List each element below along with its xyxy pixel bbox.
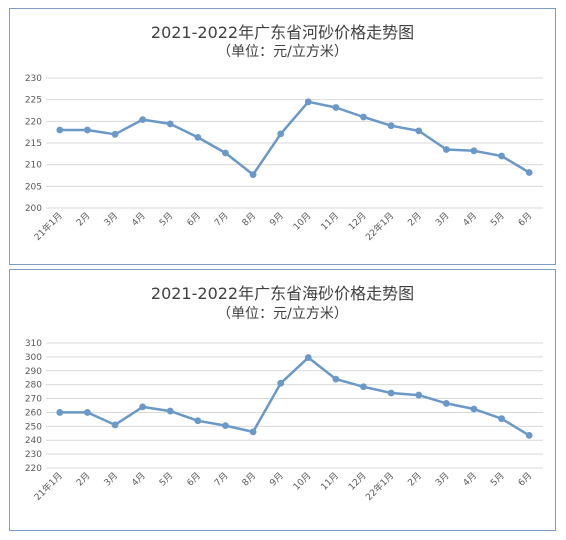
data-point: [470, 405, 478, 413]
y-tick-label: 260: [25, 408, 42, 418]
chart-subtitle: （单位：元/立方米）: [217, 44, 348, 60]
x-tick-label: 5月: [157, 470, 175, 488]
data-point: [525, 431, 533, 439]
x-tick-label: 4月: [130, 210, 148, 228]
x-tick-label: 9月: [268, 470, 286, 488]
x-tick-label: 6月: [185, 470, 203, 488]
x-tick-label: 12月: [346, 210, 368, 232]
data-point: [56, 126, 64, 134]
x-tick-label: 9月: [268, 210, 286, 228]
x-tick-label: 5月: [489, 470, 507, 488]
data-point: [360, 113, 367, 121]
y-tick-label: 220: [25, 464, 42, 474]
y-tick-label: 230: [25, 450, 42, 460]
x-tick-label: 3月: [102, 210, 120, 228]
x-tick-label: 6月: [185, 210, 203, 228]
x-tick-label: 4月: [130, 470, 148, 488]
river-sand-line-chart: 200 205 210 215 220 225 230 21年1月 2月 3月 4月 5月 6月 7月 8月…: [25, 74, 543, 243]
data-point: [249, 171, 257, 179]
data-point: [139, 116, 147, 123]
y-tick-label: 290: [25, 367, 42, 377]
x-tick-label: 7月: [212, 210, 230, 228]
data-point: [442, 146, 450, 153]
x-tick-label: 5月: [157, 210, 175, 228]
x-tick-label: 12月: [346, 470, 368, 492]
y-tick-label: 225: [25, 96, 42, 106]
data-point: [277, 379, 285, 387]
data-point: [332, 104, 340, 111]
x-tick-label: 11月: [319, 210, 341, 232]
y-tick-label: 210: [25, 161, 42, 171]
y-tick-label: 215: [25, 139, 42, 149]
data-point: [139, 403, 147, 411]
y-tick-label: 205: [25, 182, 42, 192]
x-tick-label: 5月: [489, 210, 507, 228]
y-tick-label: 240: [25, 436, 42, 446]
data-point: [470, 147, 478, 155]
data-point: [498, 152, 505, 160]
data-point: [194, 417, 202, 425]
series-line: [59, 356, 530, 437]
x-tick-label: 6月: [516, 210, 534, 228]
x-tick-label: 22年1月: [363, 210, 396, 243]
data-point: [304, 354, 312, 361]
y-tick-label: 220: [25, 117, 42, 127]
data-point: [84, 409, 91, 416]
x-tick-label: 21年1月: [32, 210, 65, 243]
series-line: [59, 100, 530, 176]
x-tick-label: 6月: [516, 470, 534, 488]
data-point: [166, 407, 174, 415]
data-point: [415, 391, 423, 399]
data-point: [111, 130, 119, 138]
y-tick-label: 270: [25, 395, 42, 405]
chart-subtitle: （单位：元/立方米）: [217, 306, 348, 322]
x-tick-label: 11月: [319, 470, 341, 492]
data-point: [415, 127, 423, 135]
x-tick-label: 22年1月: [363, 470, 396, 503]
data-point: [332, 375, 340, 383]
x-tick-label: 3月: [433, 470, 451, 488]
data-point: [304, 98, 312, 106]
data-point: [387, 389, 395, 397]
y-tick-label: 230: [25, 74, 42, 84]
chart-title: 2021-2022年广东省海砂价格走势图: [150, 284, 415, 303]
data-point: [498, 415, 505, 423]
x-tick-label: 21年1月: [32, 470, 65, 503]
x-tick-label: 4月: [461, 210, 479, 228]
data-point: [387, 122, 395, 130]
x-tick-label: 8月: [240, 210, 258, 228]
x-tick-label: 10月: [291, 210, 313, 232]
sea-sand-line-chart: 220 230 240 250 260 270 280 290 300 310 21年1月 2月 3月 4…: [25, 339, 543, 503]
data-point: [360, 383, 367, 391]
y-tick-label: 250: [25, 422, 42, 432]
x-tick-label: 2月: [74, 470, 92, 488]
x-tick-label: 2月: [406, 210, 424, 228]
data-point: [525, 169, 533, 176]
y-tick-label: 310: [25, 339, 42, 349]
data-point: [277, 130, 285, 138]
data-point: [249, 428, 257, 436]
x-tick-label: 3月: [102, 470, 120, 488]
data-point: [56, 409, 64, 416]
y-tick-label: 200: [25, 204, 42, 214]
river-sand-chart-panel: 2021-2022年广东省河砂价格走势图 （单位：元/立方米） 200 205 21…: [9, 8, 556, 265]
data-point: [194, 133, 202, 141]
sea-sand-chart-panel: 2021-2022年广东省海砂价格走势图 （单位：元/立方米） 220 230 24…: [9, 269, 556, 531]
data-point: [166, 120, 174, 128]
x-tick-label: 10月: [291, 470, 313, 492]
data-point: [222, 422, 229, 430]
data-point: [222, 149, 229, 157]
y-tick-label: 300: [25, 353, 42, 363]
x-tick-label: 2月: [406, 470, 424, 488]
x-tick-label: 4月: [461, 470, 479, 488]
data-point: [84, 126, 91, 134]
data-point: [111, 421, 119, 429]
x-tick-label: 2月: [74, 210, 92, 228]
x-tick-label: 8月: [240, 470, 258, 488]
data-point: [442, 400, 450, 407]
chart-title: 2021-2022年广东省河砂价格走势图: [150, 23, 415, 42]
x-tick-label: 3月: [433, 210, 451, 228]
x-tick-label: 7月: [212, 470, 230, 488]
y-tick-label: 280: [25, 381, 42, 391]
